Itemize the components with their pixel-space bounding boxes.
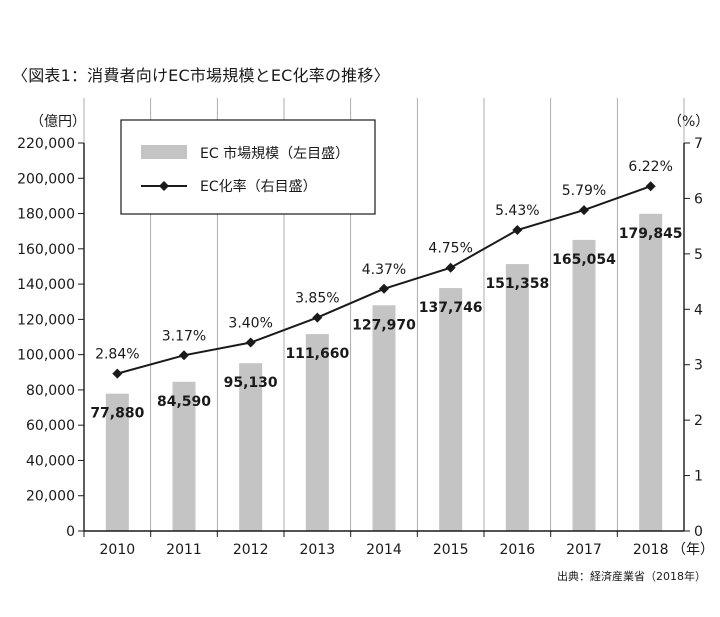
- line-data-label: 6.22%: [628, 159, 672, 175]
- line-point: [112, 368, 123, 379]
- x-tick-label: 2014: [366, 542, 402, 558]
- x-tick-label: 2012: [233, 542, 269, 558]
- bar: [505, 264, 529, 531]
- line-point: [645, 181, 656, 192]
- left-tick-label: 200,000: [17, 171, 75, 187]
- legend-bar-swatch: [141, 145, 187, 159]
- line-data-label: 5.43%: [495, 203, 539, 219]
- left-tick-label: 0: [66, 524, 75, 540]
- x-tick-label: 2016: [500, 542, 536, 558]
- left-tick-label: 60,000: [26, 418, 75, 434]
- bar: [639, 213, 663, 531]
- left-tick-label: 80,000: [26, 383, 75, 399]
- line-point: [179, 350, 189, 361]
- x-tick-label: 2010: [100, 542, 136, 558]
- line-data-label: 3.17%: [162, 328, 206, 344]
- x-tick-label: 2015: [433, 542, 469, 558]
- right-tick-label: 1: [694, 469, 703, 485]
- left-tick-label: 20,000: [26, 489, 75, 505]
- chart-title: 〈図表1：消費者向けEC市場規模とEC化率の推移〉: [12, 66, 390, 85]
- bar: [572, 239, 596, 531]
- left-tick-label: 100,000: [17, 348, 75, 364]
- legend-label-bar: EC 市場規模（左目盛）: [200, 145, 349, 162]
- right-tick-label: 4: [694, 302, 703, 318]
- left-tick-label: 140,000: [17, 277, 75, 293]
- right-tick-label: 5: [694, 247, 703, 263]
- right-tick-label: 7: [694, 136, 703, 152]
- left-axis-unit: （億円）: [30, 114, 86, 130]
- bar-data-label: 127,970: [352, 317, 416, 333]
- legend[interactable]: EC 市場規模（左目盛） EC化率（右目盛）: [120, 119, 376, 215]
- x-axis-unit: （年）: [672, 542, 714, 558]
- bar: [439, 288, 463, 531]
- bar-data-label: 137,746: [419, 300, 483, 316]
- left-tick-label: 120,000: [17, 312, 75, 328]
- bar: [372, 305, 396, 531]
- x-tick-label: 2017: [566, 542, 602, 558]
- bar-data-label: 84,590: [157, 394, 211, 410]
- bar: [239, 363, 263, 531]
- line-data-label: 3.40%: [228, 316, 272, 332]
- line-point: [312, 312, 323, 323]
- right-tick-label: 2: [694, 413, 703, 429]
- bar: [172, 381, 196, 531]
- chart-source: 出典：経済産業省（2018年）: [557, 570, 706, 583]
- line-data-label: 5.79%: [562, 183, 606, 199]
- line-series: [112, 181, 656, 379]
- bar-data-label: 95,130: [224, 375, 278, 391]
- line-point: [379, 283, 389, 294]
- legend-line-marker: [159, 181, 169, 191]
- line-data-label: 3.85%: [295, 291, 339, 307]
- left-tick-label: 220,000: [17, 136, 75, 152]
- left-tick-label: 180,000: [17, 207, 75, 223]
- x-tick-label: 2011: [166, 542, 202, 558]
- legend-box: [120, 119, 376, 215]
- right-axis-unit: （%）: [668, 114, 709, 130]
- line-data-label: 4.37%: [362, 262, 406, 278]
- axes: 0 20,000 40,000 60,000 80,000 100,000 120,000 1…: [17, 114, 714, 558]
- line-point: [445, 262, 456, 273]
- line-data-label: 4.75%: [428, 241, 472, 257]
- line-point: [245, 337, 256, 348]
- left-tick-label: 40,000: [26, 453, 75, 469]
- bar-data-label: 179,845: [619, 226, 683, 242]
- right-tick-label: 3: [694, 358, 703, 374]
- bar: [305, 334, 329, 531]
- right-tick-label: 6: [694, 191, 703, 207]
- line-point: [579, 205, 589, 216]
- left-tick-label: 160,000: [17, 242, 75, 258]
- right-tick-label: 0: [694, 524, 703, 540]
- x-tick-label: 2013: [300, 542, 336, 558]
- bar: [105, 393, 129, 531]
- line-data-label: 2.84%: [95, 347, 139, 363]
- bar-data-label: 165,054: [552, 252, 616, 268]
- legend-label-line: EC化率（右目盛）: [200, 178, 317, 195]
- data-labels: 2.84% 3.17% 3.40% 3.85% 4.37% 4.75% 5.43% 5.79%…: [90, 159, 682, 421]
- line-point: [512, 225, 523, 236]
- bar-data-label: 151,358: [485, 276, 549, 292]
- bar-data-label: 111,660: [285, 346, 349, 362]
- bars: [105, 213, 663, 531]
- bar-data-label: 77,880: [90, 406, 144, 422]
- x-tick-label: 2018: [633, 542, 669, 558]
